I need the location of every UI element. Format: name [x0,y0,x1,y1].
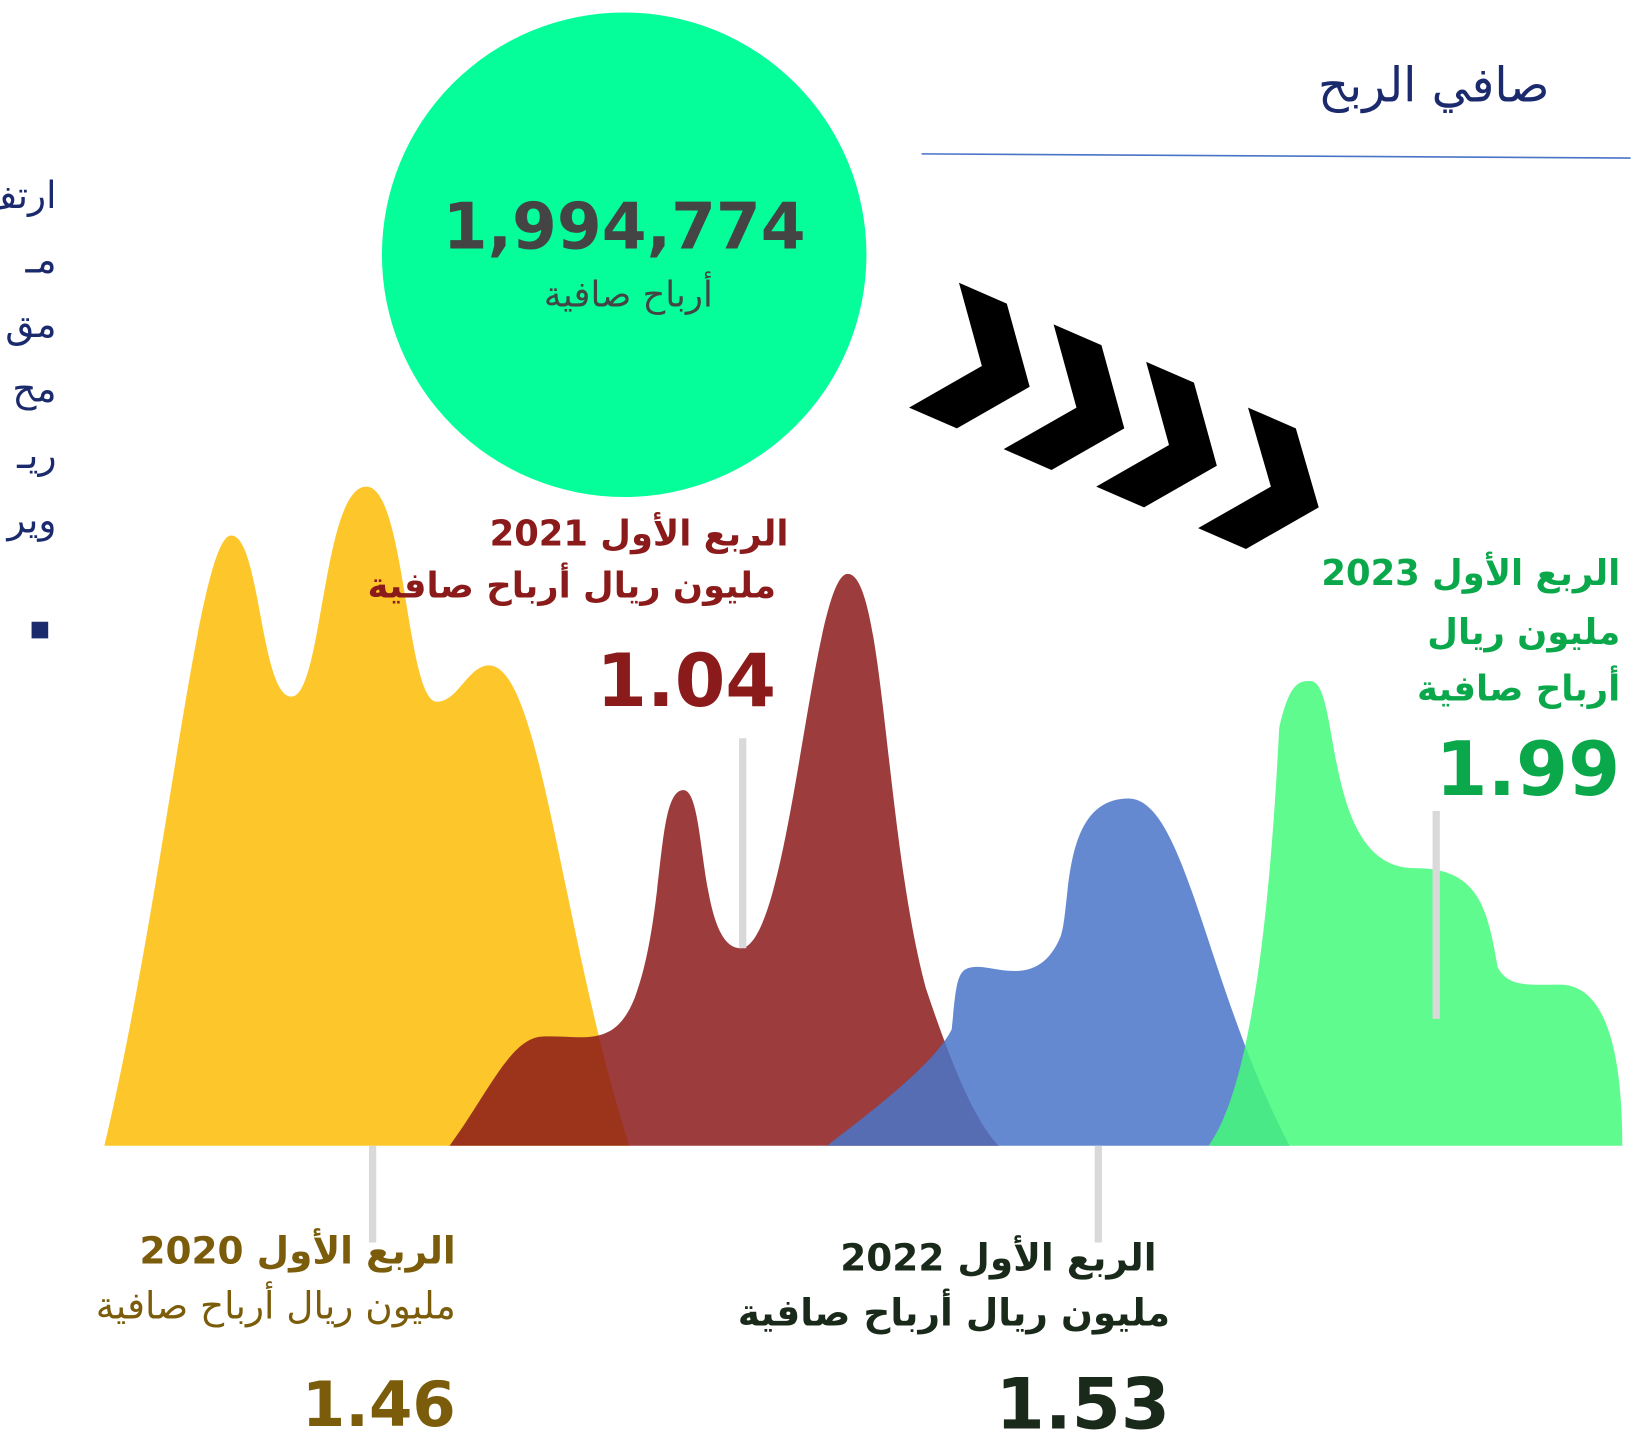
period: الربع الأول 2021 [490,511,789,554]
area-2020 [104,486,630,1146]
unit: مليون ريال أرباح صافية [738,1289,1170,1335]
unit: مليون ريال [1427,612,1620,653]
value: 1.53 [996,1362,1170,1440]
side-line: مـ [25,238,57,282]
connectors [368,738,1440,1243]
unit: مليون ريال أرباح صافية [368,561,776,606]
period: الربع الأول 2020 [139,1227,455,1272]
q-2022: الربع الأول 2022 مليون ريال أرباح صافية … [738,1235,1170,1440]
value: 1.46 [302,1368,456,1440]
period: الربع الأول 2022 [840,1235,1156,1280]
unit: أرباح صافية [1417,664,1620,709]
unit: مليون ريال أرباح صافية [96,1281,456,1327]
chevron [909,282,1030,429]
q-2020: الربع الأول 2020 مليون ريال أرباح صافية … [96,1227,456,1440]
bullet [31,621,49,639]
value: 1.04 [596,639,776,724]
chevron [1003,324,1125,470]
side-line: مق [5,302,56,346]
value: 1.99 [1436,726,1621,813]
area-2022 [826,798,1290,1146]
period: الربع الأول 2023 [1321,551,1620,594]
chevron [1198,407,1319,549]
chevron [1096,361,1217,508]
side-line: ارتف [0,173,57,217]
side-line: وير [5,497,56,542]
title: صافي الربح [1318,58,1549,113]
side-text: ارتف مـ مق مح ريـ وير [0,173,57,542]
total-label: أرباح صافية [544,271,713,315]
total-circle [381,12,867,497]
q-2023: الربع الأول 2023 مليون ريال أرباح صافية … [1321,551,1620,813]
q-2021: الربع الأول 2021 مليون ريال أرباح صافية … [368,511,789,724]
side-line: مح [12,366,56,410]
area-2021 [449,573,999,1146]
side-line: ريـ [16,433,56,477]
total-value: 1,994,774 [443,189,806,264]
title-rule [921,153,1631,159]
chevrons [909,282,1319,549]
area-2023 [1208,681,1623,1146]
